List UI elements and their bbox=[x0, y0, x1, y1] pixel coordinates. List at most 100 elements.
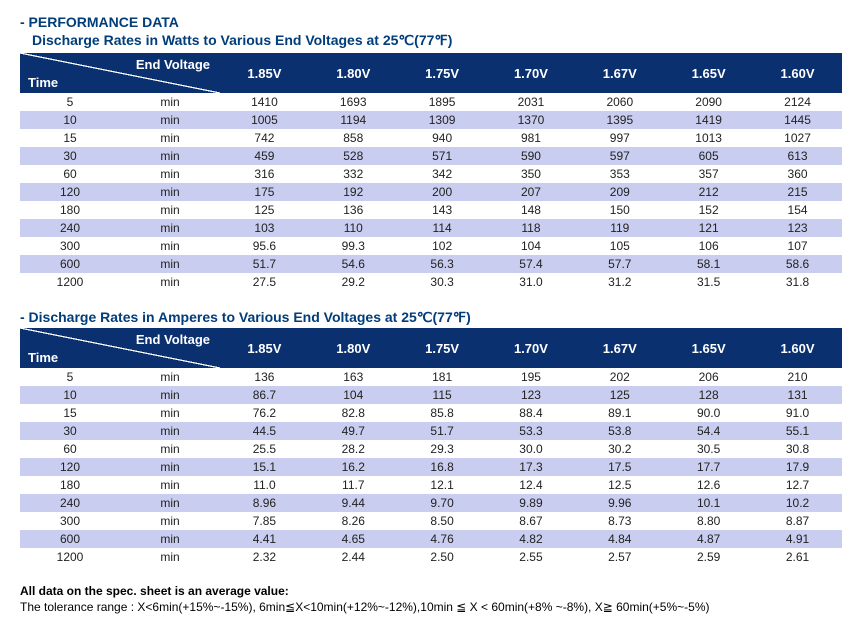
data-cell: 350 bbox=[487, 165, 576, 183]
data-cell: 2090 bbox=[664, 93, 753, 111]
data-cell: 175 bbox=[220, 183, 309, 201]
time-unit: min bbox=[120, 129, 220, 147]
table-row: 240min103110114118119121123 bbox=[20, 219, 842, 237]
data-cell: 119 bbox=[575, 219, 664, 237]
data-cell: 215 bbox=[753, 183, 842, 201]
time-unit: min bbox=[120, 458, 220, 476]
volt-header: 1.85V bbox=[220, 53, 309, 93]
data-cell: 53.8 bbox=[575, 422, 664, 440]
data-cell: 210 bbox=[753, 368, 842, 386]
data-cell: 11.0 bbox=[220, 476, 309, 494]
data-cell: 9.44 bbox=[309, 494, 398, 512]
table2-title: - Discharge Rates in Amperes to Various … bbox=[20, 309, 842, 326]
table1-title: Discharge Rates in Watts to Various End … bbox=[32, 32, 842, 49]
data-cell: 4.41 bbox=[220, 530, 309, 548]
data-cell: 103 bbox=[220, 219, 309, 237]
time-unit: min bbox=[120, 494, 220, 512]
time-unit: min bbox=[120, 512, 220, 530]
time-value: 120 bbox=[20, 458, 120, 476]
volt-header: 1.60V bbox=[753, 328, 842, 368]
data-cell: 202 bbox=[575, 368, 664, 386]
time-unit: min bbox=[120, 255, 220, 273]
data-cell: 152 bbox=[664, 201, 753, 219]
data-cell: 57.7 bbox=[575, 255, 664, 273]
table-row: 180min125136143148150152154 bbox=[20, 201, 842, 219]
table-row: 1200min2.322.442.502.552.572.592.61 bbox=[20, 548, 842, 566]
watts-diag-header: End Voltage Time bbox=[20, 53, 220, 93]
volt-header: 1.65V bbox=[664, 53, 753, 93]
data-cell: 2060 bbox=[575, 93, 664, 111]
time-value: 600 bbox=[20, 255, 120, 273]
time-unit: min bbox=[120, 476, 220, 494]
data-cell: 143 bbox=[398, 201, 487, 219]
data-cell: 597 bbox=[575, 147, 664, 165]
data-cell: 8.26 bbox=[309, 512, 398, 530]
time-value: 10 bbox=[20, 386, 120, 404]
data-cell: 2.50 bbox=[398, 548, 487, 566]
time-unit: min bbox=[120, 183, 220, 201]
data-cell: 27.5 bbox=[220, 273, 309, 291]
table-row: 600min4.414.654.764.824.844.874.91 bbox=[20, 530, 842, 548]
data-cell: 31.2 bbox=[575, 273, 664, 291]
data-cell: 51.7 bbox=[398, 422, 487, 440]
data-cell: 54.6 bbox=[309, 255, 398, 273]
table-row: 10min1005119413091370139514191445 bbox=[20, 111, 842, 129]
time-value: 180 bbox=[20, 476, 120, 494]
data-cell: 342 bbox=[398, 165, 487, 183]
volt-header: 1.67V bbox=[575, 53, 664, 93]
data-cell: 11.7 bbox=[309, 476, 398, 494]
data-cell: 192 bbox=[309, 183, 398, 201]
data-cell: 8.80 bbox=[664, 512, 753, 530]
data-cell: 1309 bbox=[398, 111, 487, 129]
data-cell: 154 bbox=[753, 201, 842, 219]
data-cell: 107 bbox=[753, 237, 842, 255]
data-cell: 12.5 bbox=[575, 476, 664, 494]
table-row: 300min7.858.268.508.678.738.808.87 bbox=[20, 512, 842, 530]
data-cell: 997 bbox=[575, 129, 664, 147]
time-unit: min bbox=[120, 368, 220, 386]
data-cell: 1194 bbox=[309, 111, 398, 129]
data-cell: 353 bbox=[575, 165, 664, 183]
time-unit: min bbox=[120, 386, 220, 404]
data-cell: 57.4 bbox=[487, 255, 576, 273]
data-cell: 8.96 bbox=[220, 494, 309, 512]
data-cell: 17.5 bbox=[575, 458, 664, 476]
data-cell: 114 bbox=[398, 219, 487, 237]
time-unit: min bbox=[120, 237, 220, 255]
data-cell: 2.55 bbox=[487, 548, 576, 566]
data-cell: 195 bbox=[487, 368, 576, 386]
data-cell: 12.4 bbox=[487, 476, 576, 494]
data-cell: 10.1 bbox=[664, 494, 753, 512]
data-cell: 30.0 bbox=[487, 440, 576, 458]
section-heading: - PERFORMANCE DATA bbox=[20, 14, 842, 30]
time-value: 240 bbox=[20, 494, 120, 512]
data-cell: 212 bbox=[664, 183, 753, 201]
time-value: 240 bbox=[20, 219, 120, 237]
data-cell: 56.3 bbox=[398, 255, 487, 273]
time-unit: min bbox=[120, 422, 220, 440]
watts-tbody: 5min141016931895203120602090212410min100… bbox=[20, 93, 842, 291]
time-value: 180 bbox=[20, 201, 120, 219]
data-cell: 115 bbox=[398, 386, 487, 404]
data-cell: 58.6 bbox=[753, 255, 842, 273]
data-cell: 2.44 bbox=[309, 548, 398, 566]
data-cell: 82.8 bbox=[309, 404, 398, 422]
data-cell: 528 bbox=[309, 147, 398, 165]
data-cell: 29.2 bbox=[309, 273, 398, 291]
data-cell: 940 bbox=[398, 129, 487, 147]
data-cell: 55.1 bbox=[753, 422, 842, 440]
data-cell: 163 bbox=[309, 368, 398, 386]
data-cell: 136 bbox=[220, 368, 309, 386]
data-cell: 332 bbox=[309, 165, 398, 183]
time-unit: min bbox=[120, 111, 220, 129]
table-row: 5min136163181195202206210 bbox=[20, 368, 842, 386]
time-value: 5 bbox=[20, 93, 120, 111]
data-cell: 28.2 bbox=[309, 440, 398, 458]
time-unit: min bbox=[120, 201, 220, 219]
data-cell: 150 bbox=[575, 201, 664, 219]
table-row: 600min51.754.656.357.457.758.158.6 bbox=[20, 255, 842, 273]
data-cell: 1013 bbox=[664, 129, 753, 147]
data-cell: 459 bbox=[220, 147, 309, 165]
data-cell: 9.89 bbox=[487, 494, 576, 512]
data-cell: 16.2 bbox=[309, 458, 398, 476]
